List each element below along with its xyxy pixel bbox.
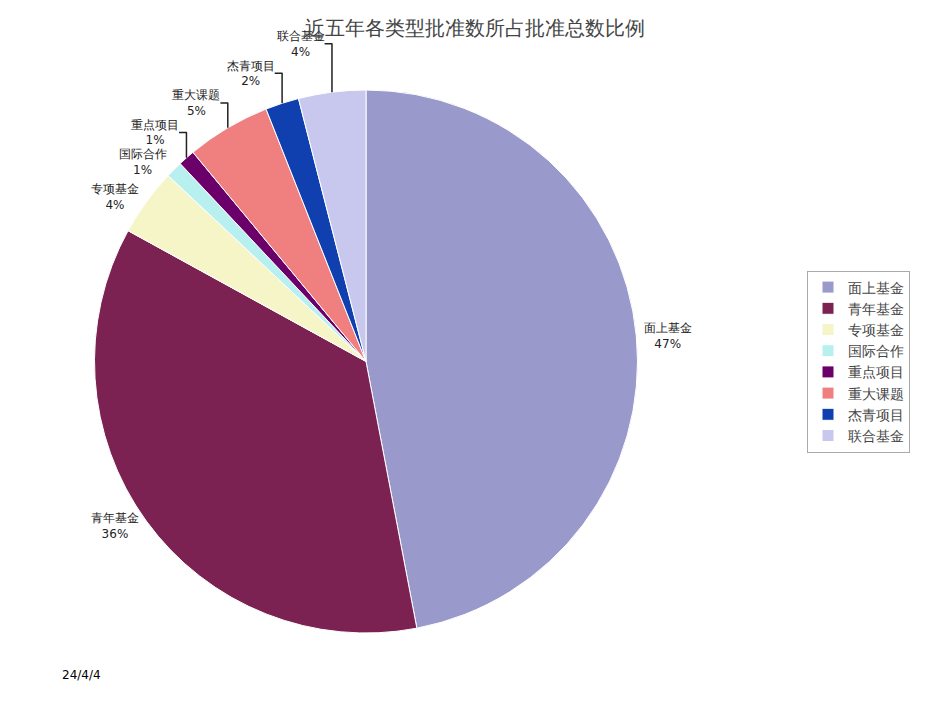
svg-text:面上基金47%: 面上基金47% bbox=[644, 321, 692, 351]
svg-text:杰青项目: 杰青项目 bbox=[848, 407, 904, 423]
svg-text:青年基金: 青年基金 bbox=[848, 301, 904, 317]
svg-text:联合基金: 联合基金 bbox=[848, 428, 904, 444]
svg-text:国际合作: 国际合作 bbox=[848, 343, 904, 359]
svg-text:专项基金: 专项基金 bbox=[848, 322, 904, 338]
svg-text:联合基金4%: 联合基金4% bbox=[277, 29, 325, 59]
svg-text:青年基金36%: 青年基金36% bbox=[91, 511, 139, 541]
svg-text:重点项目1%: 重点项目1% bbox=[131, 118, 179, 148]
svg-text:24/4/4: 24/4/4 bbox=[62, 668, 101, 682]
svg-text:重大课题5%: 重大课题5% bbox=[172, 88, 220, 118]
svg-text:面上基金: 面上基金 bbox=[848, 280, 904, 296]
svg-text:杰青项目2%: 杰青项目2% bbox=[227, 59, 275, 89]
svg-text:近五年各类型批准数所占批准总数比例: 近五年各类型批准数所占批准总数比例 bbox=[305, 16, 645, 40]
svg-text:专项基金4%: 专项基金4% bbox=[91, 182, 139, 212]
svg-text:重点项目: 重点项目 bbox=[848, 364, 904, 380]
svg-text:国际合作1%: 国际合作1% bbox=[119, 147, 167, 177]
svg-text:重大课题: 重大课题 bbox=[848, 386, 904, 402]
